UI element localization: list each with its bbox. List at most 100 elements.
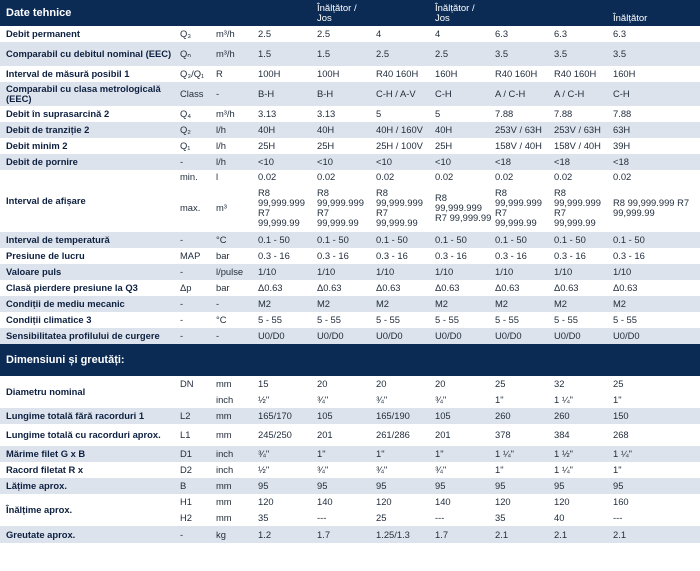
row-value: 3.13 [255, 106, 314, 122]
table-row: Valoare puls - l/pulse 1/10 1/10 1/10 1/10 1/10… [0, 264, 700, 280]
row-value: 0.1 - 50 [551, 232, 610, 248]
row-unit: mm [213, 510, 255, 526]
column-header [610, 344, 700, 376]
table-row: Debit permanent Q₃ m³/h 2.5 2.5 4 4 6.3 6.3 6.3 [0, 26, 700, 42]
row-symbol: H2 [177, 510, 213, 526]
row-value: 150 [610, 408, 700, 424]
row-value: C-H / A-V [373, 82, 432, 106]
row-value: 25H [255, 138, 314, 154]
row-value: 25 [610, 376, 700, 392]
row-value: 0.3 - 16 [255, 248, 314, 264]
row-unit: - [213, 82, 255, 106]
row-value: R40 160H [551, 66, 610, 82]
column-header [551, 0, 610, 26]
row-value: 1.5 [255, 42, 314, 66]
row-value: 384 [551, 424, 610, 446]
row-value: --- [314, 510, 373, 526]
row-value: --- [432, 510, 492, 526]
row-symbol: H1 [177, 494, 213, 510]
row-unit: bar [213, 280, 255, 296]
row-value: 140 [314, 494, 373, 510]
row-value: 25H / 100V [373, 138, 432, 154]
row-value: 3.5 [492, 42, 551, 66]
row-symbol: Q₂ [177, 122, 213, 138]
row-value: M2 [432, 296, 492, 312]
table-row: Condiții de mediu mecanic - - M2 M2 M2 M2 M2 M2 M… [0, 296, 700, 312]
row-label: Presiune de lucru [0, 248, 177, 264]
row-value: 0.02 [610, 170, 700, 184]
row-unit: R [213, 66, 255, 82]
row-value: 0.02 [255, 170, 314, 184]
row-unit: inch [213, 446, 255, 462]
row-value: 0.1 - 50 [314, 232, 373, 248]
table-row: Diametru nominal DN mm 15 20 20 20 25 32 25 [0, 376, 700, 408]
row-value: U0/D0 [373, 328, 432, 344]
row-value: 5 - 55 [492, 312, 551, 328]
row-unit: inch [213, 392, 255, 408]
row-unit: °C [213, 312, 255, 328]
row-value: 160 [610, 494, 700, 510]
row-symbol: - [177, 154, 213, 170]
row-symbol: - [177, 296, 213, 312]
column-header [373, 0, 432, 26]
row-value: 95 [492, 478, 551, 494]
column-header [213, 0, 255, 26]
row-unit: m³/h [213, 42, 255, 66]
row-value: 3.5 [610, 42, 700, 66]
row-value: 378 [492, 424, 551, 446]
row-value: 95 [432, 478, 492, 494]
row-value: 39H [610, 138, 700, 154]
row-value: 105 [432, 408, 492, 424]
row-value: 20 [314, 376, 373, 392]
row-value: ¾" [432, 462, 492, 478]
row-value: 95 [610, 478, 700, 494]
row-symbol: Class [177, 82, 213, 106]
row-label: Interval de afișare [0, 170, 177, 232]
row-value: 140 [432, 494, 492, 510]
column-header [492, 344, 551, 376]
row-value: 6.3 [551, 26, 610, 42]
row-value: 1.2 [255, 526, 314, 543]
table-row: Lungime totală fără racorduri 1 L2 mm 165/1… [0, 408, 700, 424]
row-value: 1 ¼" [492, 446, 551, 462]
row-value: 40 [551, 510, 610, 526]
row-label: Diametru nominal [0, 376, 177, 408]
column-header [177, 344, 213, 376]
row-symbol: Q₁ [177, 138, 213, 154]
row-value: 2.5 [314, 26, 373, 42]
row-value: 1" [314, 446, 373, 462]
row-value: Δ0.63 [373, 280, 432, 296]
row-symbol: - [177, 526, 213, 543]
row-value: 4 [432, 26, 492, 42]
row-value: 0.02 [551, 170, 610, 184]
row-value: 25 [373, 510, 432, 526]
row-unit: mm [213, 376, 255, 392]
row-label: Valoare puls [0, 264, 177, 280]
column-header [177, 0, 213, 26]
row-value: 7.88 [492, 106, 551, 122]
row-value: 1/10 [314, 264, 373, 280]
row-value: C-H [432, 82, 492, 106]
row-value: 7.88 [610, 106, 700, 122]
row-value: 15 [255, 376, 314, 392]
row-value: 1/10 [492, 264, 551, 280]
row-value: 95 [314, 478, 373, 494]
row-value: R8 99,999.999 R7 99,999.99 [432, 184, 492, 232]
row-value: R8 99,999.999 R7 99,999.99 [610, 184, 700, 232]
row-value: U0/D0 [610, 328, 700, 344]
row-value: 100H [314, 66, 373, 82]
row-value: 2.1 [492, 526, 551, 543]
row-value: 20 [373, 376, 432, 392]
row-value: 1/10 [255, 264, 314, 280]
row-value: 25H [314, 138, 373, 154]
tech-section-title: Date tehnice [0, 0, 177, 26]
table-row: Debit minim 2 Q₁ l/h 25H 25H 25H / 100V 25H 158… [0, 138, 700, 154]
table-row: Înălțime aprox. H1 mm 120 140 120 140 120 120 160 [0, 494, 700, 526]
row-value: 0.3 - 16 [432, 248, 492, 264]
row-value: 1.7 [432, 526, 492, 543]
row-value: U0/D0 [255, 328, 314, 344]
row-value: <10 [255, 154, 314, 170]
row-unit: - [213, 296, 255, 312]
